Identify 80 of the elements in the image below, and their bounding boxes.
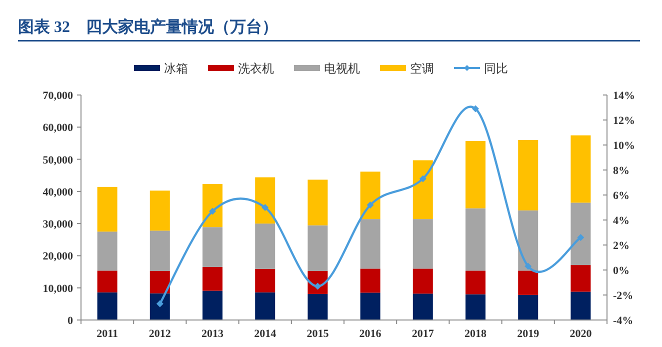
bar <box>202 184 222 228</box>
bar <box>202 227 222 267</box>
y-tick-label: 70,000 <box>42 90 74 102</box>
bar <box>412 219 433 269</box>
x-tick-label: 2016 <box>359 328 382 340</box>
y-tick-label: 30,000 <box>42 218 74 231</box>
legend-label: 洗衣机 <box>238 62 274 76</box>
bar <box>570 292 591 320</box>
y2-tick-label: 4% <box>613 215 630 227</box>
y2-tick-label: -2% <box>613 290 634 302</box>
bar <box>360 268 380 293</box>
point <box>419 175 426 182</box>
bar <box>202 266 222 291</box>
y2-tick-label: 8% <box>613 165 630 177</box>
x-tick-label: 2014 <box>254 328 277 340</box>
point <box>472 105 479 112</box>
bar <box>570 265 591 292</box>
y2-tick-label: 0% <box>613 265 630 277</box>
bar <box>412 294 433 320</box>
bar <box>412 268 433 294</box>
bar <box>570 202 591 266</box>
x-tick-label: 2013 <box>202 328 224 340</box>
bar <box>308 225 328 271</box>
bar <box>360 292 380 320</box>
bar <box>150 293 170 320</box>
y2-tick-label: -4% <box>613 315 634 327</box>
y2-tick-label: 6% <box>613 190 630 202</box>
x-tick-label: 2012 <box>148 328 172 340</box>
bar <box>97 270 118 292</box>
y-tick-label: 10,000 <box>42 282 74 295</box>
bar <box>570 135 591 203</box>
point <box>262 204 269 211</box>
bar <box>255 268 276 292</box>
y-tick-label: 20,000 <box>42 250 74 263</box>
point <box>366 202 374 208</box>
chart-title: 图表 32 四大家电产量情况（万台） <box>18 17 278 36</box>
bar <box>466 294 486 320</box>
bar <box>518 210 538 271</box>
bar <box>360 172 380 220</box>
bar <box>255 177 276 224</box>
y-tick-label: 60,000 <box>42 122 74 134</box>
bar <box>466 140 486 208</box>
legend-label: 冰箱 <box>164 62 188 76</box>
x-tick-label: 2020 <box>570 328 592 340</box>
bar <box>518 294 538 320</box>
y2-tick-label: 2% <box>613 240 630 252</box>
y2-tick-label: 10% <box>613 140 635 152</box>
legend-label: 空调 <box>410 62 434 76</box>
bar <box>150 230 170 271</box>
bar <box>466 270 486 294</box>
bar <box>360 219 380 269</box>
y-tick-label: 50,000 <box>42 154 74 166</box>
point <box>524 262 532 270</box>
bar <box>97 232 118 271</box>
bar <box>308 180 328 226</box>
x-tick-label: 2017 <box>412 328 434 340</box>
bar <box>255 224 276 269</box>
bar <box>97 186 118 232</box>
point <box>577 234 584 241</box>
bar <box>97 292 118 320</box>
bar <box>202 290 222 320</box>
bar <box>255 292 276 320</box>
bar <box>308 294 328 320</box>
y-tick-label: 40,000 <box>42 186 74 198</box>
legend-label: 同比 <box>484 62 508 76</box>
y2-tick-label: 12% <box>613 115 635 127</box>
x-tick-label: 2019 <box>517 328 540 340</box>
bar <box>412 160 433 220</box>
x-tick-label: 2018 <box>464 328 487 340</box>
y2-tick-label: 14% <box>613 90 635 102</box>
bar <box>150 270 170 294</box>
legend-label: 电视机 <box>324 62 360 76</box>
point <box>209 208 216 215</box>
x-tick-label: 2015 <box>306 328 330 340</box>
bar <box>466 208 486 271</box>
bar <box>518 270 538 295</box>
y-tick-label: 0 <box>68 315 74 327</box>
x-tick-label: 2011 <box>96 328 118 340</box>
bar <box>150 190 170 231</box>
bar <box>518 140 538 210</box>
